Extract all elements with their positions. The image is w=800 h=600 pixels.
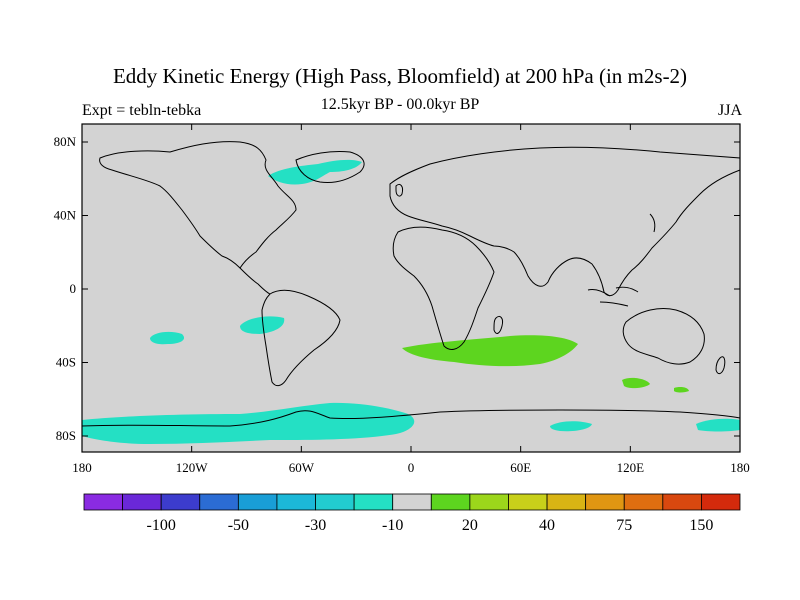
colorbar-swatch: [701, 493, 741, 511]
x-tick-label: 0: [408, 460, 415, 475]
x-axis: 180 120W 60W 0 60E 120E 180: [72, 124, 750, 475]
anomaly-south-pacific-west: [150, 331, 185, 345]
anomaly-south-indian-ocean: [402, 335, 578, 367]
colorbar-label: -10: [382, 517, 403, 534]
coast-central-america: [239, 267, 271, 295]
colorbar-swatch: [546, 493, 587, 511]
x-tick-label: 60W: [289, 460, 315, 475]
coast-antarctica: [81, 409, 741, 427]
coast-madagascar: [493, 315, 503, 334]
x-tick-label: 180: [730, 460, 750, 475]
y-tick-label: 80S: [56, 428, 76, 443]
colorbar-swatch: [430, 493, 471, 511]
period-subtitle: 12.5kyr BP - 00.0kyr BP: [320, 96, 480, 113]
anomaly-south-indian-east: [622, 377, 650, 389]
experiment-label: Expt = tebln-tebka: [82, 102, 202, 119]
y-tick-label: 40N: [54, 208, 77, 223]
colorbar-label: 75: [616, 517, 632, 534]
map-background: [82, 124, 740, 452]
colorbar-swatch: [83, 493, 123, 511]
y-tick-label: 80N: [54, 134, 77, 149]
colorbar-swatch: [585, 493, 625, 511]
colorbar-swatch: [353, 493, 394, 511]
coast-south-america: [261, 289, 341, 387]
y-axis: 80N 40N 0 40S 80S: [54, 134, 740, 443]
colorbar-swatch: [199, 493, 239, 511]
colorbar: -100 -50 -30 -10 20 40 75 150: [83, 493, 741, 534]
coast-indonesia: [587, 286, 639, 307]
colorbar-swatch: [508, 493, 548, 511]
anomaly-southern-ocean-east-b: [696, 418, 740, 432]
anomaly-southern-ocean-band: [82, 402, 415, 444]
colorbar-swatch: [623, 493, 664, 511]
coast-africa: [392, 226, 495, 350]
y-tick-label: 40S: [56, 355, 76, 370]
colorbar-label: 20: [462, 517, 478, 534]
coastlines: [81, 141, 741, 427]
season-label: JJA: [717, 102, 742, 119]
coast-new-zealand: [715, 356, 726, 375]
anomaly-tasman-small: [674, 387, 689, 393]
colorbar-swatch: [237, 493, 278, 511]
x-tick-label: 60E: [510, 460, 531, 475]
colorbar-swatch: [160, 493, 201, 511]
y-tick-label: 0: [70, 281, 77, 296]
colorbar-swatch: [315, 493, 355, 511]
anomaly-south-pacific-east: [240, 316, 285, 334]
colorbar-swatch: [276, 493, 316, 511]
coast-japan: [649, 213, 656, 233]
shading-layer: [82, 159, 740, 444]
coast-australia: [622, 308, 705, 365]
anomaly-southern-ocean-east-a: [550, 421, 592, 432]
x-tick-label: 120W: [176, 460, 209, 475]
coast-uk: [395, 183, 403, 197]
colorbar-label: -50: [228, 517, 249, 534]
colorbar-label: -100: [147, 517, 176, 534]
anomaly-north-atlantic-hudson: [268, 159, 362, 185]
coast-north-america: [99, 141, 297, 269]
colorbar-swatch: [469, 493, 509, 511]
figure-title: Eddy Kinetic Energy (High Pass, Bloomfie…: [112, 64, 688, 88]
colorbar-label: 40: [539, 517, 555, 534]
x-tick-label: 120E: [617, 460, 645, 475]
x-tick-label: 180: [72, 460, 92, 475]
colorbar-swatch: [392, 493, 432, 511]
colorbar-swatch: [122, 493, 162, 511]
colorbar-label: 150: [689, 517, 713, 534]
colorbar-label: -30: [305, 517, 326, 534]
colorbar-swatch: [662, 493, 702, 511]
coast-greenland: [295, 151, 365, 183]
